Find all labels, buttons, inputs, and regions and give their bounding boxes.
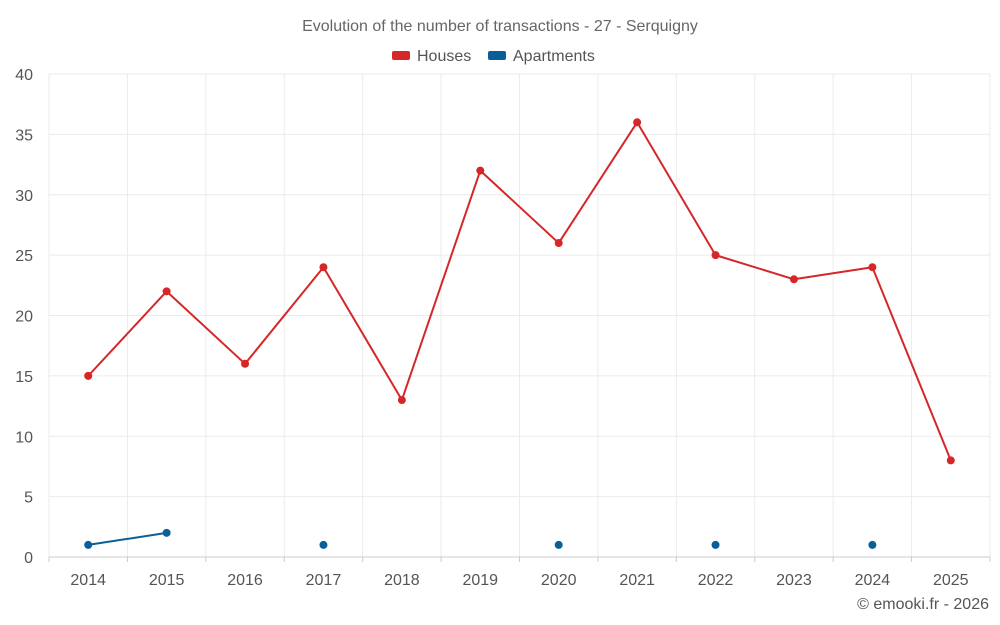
y-tick-label: 25 (15, 248, 33, 265)
apartments-point-2020[interactable] (554, 540, 563, 549)
houses-line (87, 121, 952, 461)
x-tick-label: 2021 (619, 572, 655, 589)
legend-label: Houses (417, 48, 471, 65)
houses-point-2017[interactable] (319, 263, 328, 272)
houses-point-2016[interactable] (241, 359, 250, 368)
legend: Houses Apartments (392, 48, 595, 65)
legend-swatch (392, 51, 410, 60)
series-houses (84, 118, 955, 465)
y-tick-label: 20 (15, 309, 33, 326)
apartments-line (88, 531, 167, 546)
x-tick-label: 2022 (698, 572, 734, 589)
x-tick-label: 2015 (149, 572, 185, 589)
apartments-point-2017[interactable] (319, 540, 328, 549)
houses-point-2019[interactable] (476, 166, 485, 175)
apartments-point-2014[interactable] (84, 540, 93, 549)
houses-point-2018[interactable] (397, 396, 406, 405)
series-group (84, 118, 955, 549)
chart-title: Evolution of the number of transactions … (302, 18, 698, 35)
houses-point-2022[interactable] (711, 251, 720, 260)
houses-point-2025[interactable] (946, 456, 955, 465)
legend-item-houses[interactable]: Houses (392, 48, 471, 65)
houses-point-2015[interactable] (162, 287, 171, 296)
y-tick-label: 10 (15, 429, 33, 446)
x-tick-label: 2024 (855, 572, 891, 589)
x-tick-label: 2019 (462, 572, 498, 589)
houses-point-2023[interactable] (789, 275, 798, 284)
x-tick-label: 2023 (776, 572, 812, 589)
x-tick-label: 2014 (70, 572, 106, 589)
y-tick-label: 30 (15, 188, 33, 205)
y-tick-label: 40 (15, 67, 33, 84)
apartments-point-2022[interactable] (711, 540, 720, 549)
x-axis: 2014 2015 2016 2017 2018 2019 2020 2021 2022 2023… (70, 572, 968, 589)
series-apartments (84, 528, 877, 549)
y-tick-label: 35 (15, 127, 33, 144)
x-tick-label: 2016 (227, 572, 263, 589)
x-tick-label: 2018 (384, 572, 420, 589)
grid (48, 73, 991, 562)
x-tick-label: 2017 (306, 572, 342, 589)
houses-point-2020[interactable] (554, 239, 563, 248)
y-axis: 0 5 10 15 20 25 30 35 40 (15, 67, 33, 567)
credit: © emooki.fr - 2026 (857, 596, 989, 613)
legend-item-apartments[interactable]: Apartments (488, 48, 595, 65)
y-tick-label: 0 (24, 550, 33, 567)
x-tick-label: 2020 (541, 572, 577, 589)
legend-label: Apartments (513, 48, 595, 65)
houses-point-2014[interactable] (84, 371, 93, 380)
y-tick-label: 5 (24, 490, 33, 507)
apartments-point-2015[interactable] (162, 528, 171, 537)
houses-point-2024[interactable] (868, 263, 877, 272)
x-tick-label: 2025 (933, 572, 969, 589)
houses-point-2021[interactable] (633, 118, 642, 127)
legend-swatch (488, 51, 506, 60)
y-tick-label: 15 (15, 369, 33, 386)
apartments-point-2024[interactable] (868, 540, 877, 549)
